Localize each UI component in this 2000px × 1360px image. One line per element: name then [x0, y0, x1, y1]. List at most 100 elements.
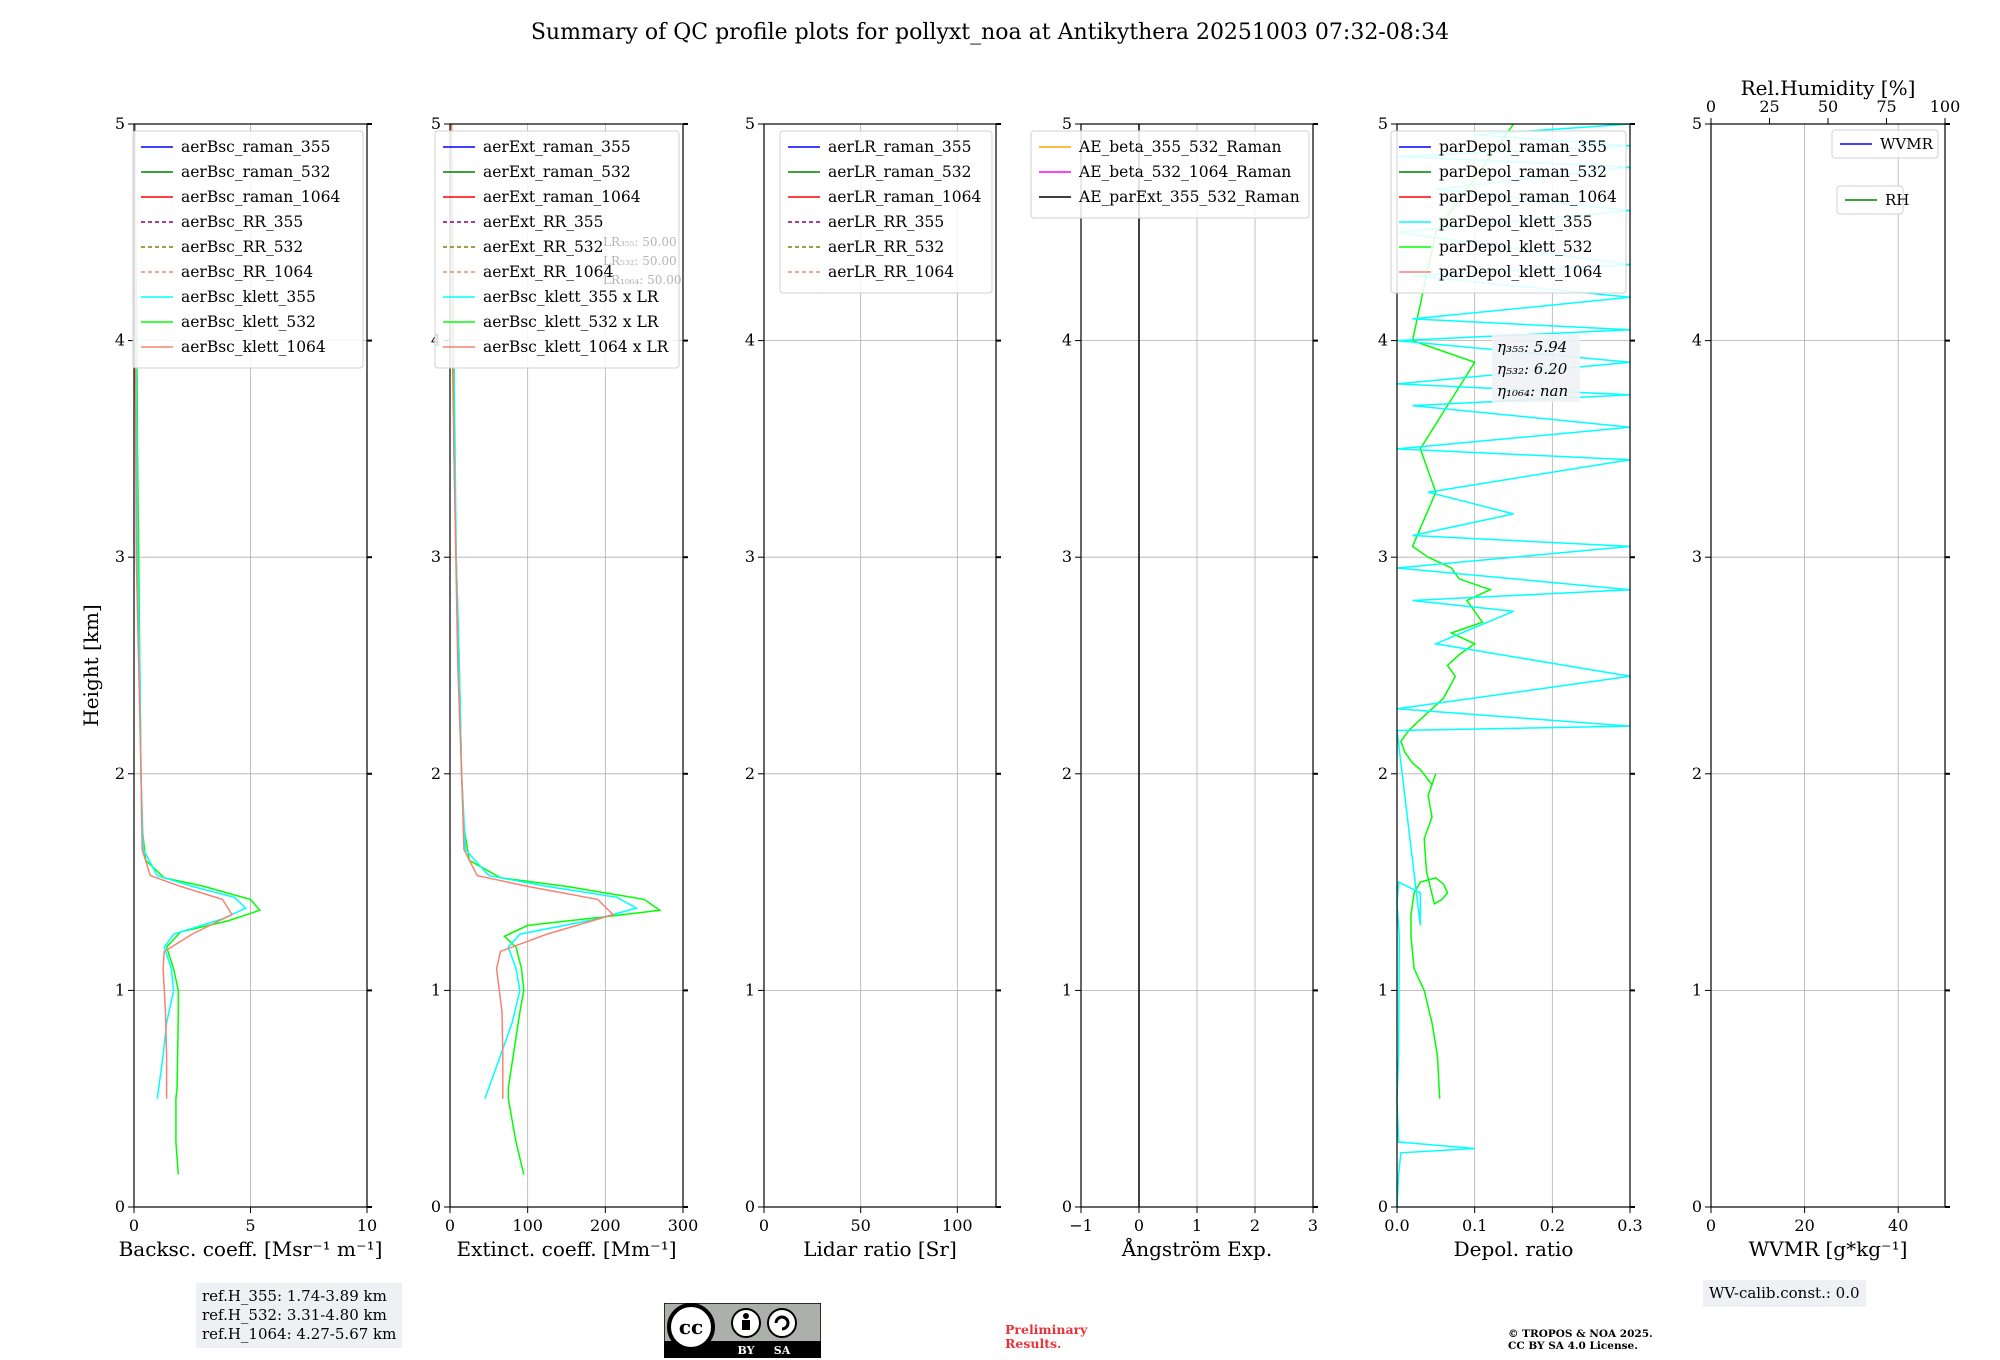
y-tick-label: 2 [1062, 764, 1072, 783]
lr-label: LR₅₃₂: 50.00 [603, 254, 677, 268]
y-tick-label: 1 [745, 980, 755, 999]
legend-label: AE_beta_532_1064_Raman [1078, 163, 1291, 181]
ref-height-355: ref.H_355: 1.74-3.89 km [202, 1287, 387, 1305]
y-tick-label: 1 [1692, 980, 1702, 999]
y-tick-label: 5 [115, 114, 125, 133]
x-tick-label: 0.2 [1540, 1216, 1565, 1235]
legend-label: aerExt_RR_532 [483, 238, 604, 256]
x-tick-label: 1 [1192, 1216, 1202, 1235]
series-aerBsc_klett_1064 x LR [450, 123, 615, 1099]
cc-by-text: BY [738, 1344, 755, 1357]
y-tick-label: 2 [115, 764, 125, 783]
eta-box [1492, 334, 1580, 402]
legend-box [779, 130, 993, 294]
x-axis-label: Backsc. coeff. [Msr⁻¹ m⁻¹] [119, 1237, 383, 1261]
x-axis-label: Depol. ratio [1454, 1237, 1574, 1261]
x-tick-label: 0.0 [1384, 1216, 1409, 1235]
legend-label: aerBsc_RR_355 [181, 213, 303, 231]
wv-calib-box: WV-calib.const.: 0.0 [1703, 1280, 1866, 1307]
x-tick-label: 200 [590, 1216, 621, 1235]
legend-label: aerBsc_klett_532 [181, 313, 316, 331]
y-tick-label: 4 [745, 331, 755, 350]
legend: AE_beta_355_532_Raman AE_beta_532_1064_Ra… [1030, 130, 1310, 219]
plot-frame [763, 123, 997, 1208]
y-tick-label: 3 [745, 547, 755, 566]
y-tick-label: 2 [745, 764, 755, 783]
legend-label: parDepol_raman_1064 [1439, 188, 1617, 206]
top-x-tick-label: 0 [1706, 97, 1716, 116]
y-tick-label: 4 [1692, 331, 1702, 350]
ref-height-1064: ref.H_1064: 4.27-5.67 km [202, 1325, 397, 1343]
legend-label: aerBsc_RR_532 [181, 238, 303, 256]
legend-label: aerExt_RR_355 [483, 213, 604, 231]
legend-label: aerBsc_klett_355 x LR [483, 288, 660, 306]
eta-label: η₃₅₅: 5.94 [1497, 338, 1567, 356]
copyright-line-1: © TROPOS & NOA 2025. [1508, 1328, 1653, 1340]
legend-label: aerLR_RR_1064 [828, 263, 954, 281]
x-tick-label: 100 [942, 1216, 973, 1235]
x-tick-label: 0 [445, 1216, 455, 1235]
series-aerBsc_klett_355 x LR [450, 123, 639, 1099]
x-tick-label: 40 [1888, 1216, 1908, 1235]
panel-3: 0 50 100 0 1 2 3 4 5 Lidar ratio [Sr] aerLR_raman_… [745, 114, 1001, 1261]
lr-label: LR₁₀₆₄: 50.00 [603, 273, 681, 287]
plot-frame [1396, 123, 1631, 1208]
svg-text:cc: cc [679, 1315, 703, 1339]
plot-frame [449, 123, 684, 1208]
legend-label: aerLR_RR_532 [828, 238, 944, 256]
x-tick-label: 300 [668, 1216, 699, 1235]
legend-box [434, 130, 680, 369]
legend-label: WVMR [1880, 135, 1934, 153]
legend-box [132, 130, 364, 369]
top-axis-label: Rel.Humidity [%] [1741, 76, 1916, 100]
legend-label: AE_parExt_355_532_Raman [1078, 188, 1300, 206]
y-tick-label: 0 [115, 1197, 125, 1216]
legend-label: parDepol_klett_532 [1439, 238, 1592, 256]
y-tick-label: 3 [1062, 547, 1072, 566]
panel-5: 0.0 0.1 0.2 0.3 0 1 2 3 4 5 Depol. ratio parDepol_r… [1378, 114, 1643, 1261]
y-tick-label: 0 [1378, 1197, 1388, 1216]
cc-by-sa-logo: cc BY SA [664, 1303, 821, 1358]
legend-label: aerExt_RR_1064 [483, 263, 614, 281]
y-tick-label: 2 [1378, 764, 1388, 783]
y-tick-label: 5 [1692, 114, 1702, 133]
top-x-tick-label: 50 [1818, 97, 1838, 116]
series-aerBsc_klett_1064 [133, 123, 233, 1099]
legend-label: aerExt_raman_532 [483, 163, 631, 181]
panel-1: 0 5 10 0 1 2 3 4 5 Backsc. coeff. [Msr⁻¹ m⁻¹] Heig… [79, 114, 382, 1261]
y-tick-label: 0 [431, 1197, 441, 1216]
x-tick-label: 0 [1706, 1216, 1716, 1235]
y-tick-label: 1 [431, 980, 441, 999]
ref-height-532: ref.H_532: 3.31-4.80 km [202, 1306, 387, 1324]
x-tick-label: 20 [1794, 1216, 1814, 1235]
series-aerBsc_klett_355 [134, 123, 248, 1099]
y-tick-label: 5 [1378, 114, 1388, 133]
copyright-line-2: CC BY SA 4.0 License. [1508, 1340, 1638, 1352]
x-tick-label: 0.3 [1617, 1216, 1642, 1235]
ref-heights-box: ref.H_355: 1.74-3.89 km ref.H_532: 3.31-… [196, 1283, 403, 1348]
legend-RH: RH [1836, 185, 1909, 215]
top-x-tick-label: 25 [1759, 97, 1779, 116]
legend-label: aerLR_RR_355 [828, 213, 944, 231]
legend-box [1030, 130, 1310, 219]
y-tick-label: 4 [1378, 331, 1388, 350]
x-axis-label: Lidar ratio [Sr] [803, 1237, 957, 1261]
copyright-note: © TROPOS & NOA 2025. CC BY SA 4.0 Licens… [1508, 1328, 1653, 1352]
legend-label: aerBsc_raman_355 [181, 138, 331, 156]
legend: parDepol_raman_355 parDepol_raman_532 parD… [1390, 130, 1627, 294]
y-tick-label: 3 [431, 547, 441, 566]
legend-box [1390, 130, 1627, 294]
x-tick-label: −1 [1069, 1216, 1093, 1235]
legend-label: aerBsc_klett_1064 x LR [483, 338, 670, 356]
plot-frame [1710, 123, 1946, 1208]
legend: aerBsc_raman_355 aerBsc_raman_532 aerBsc_r… [132, 130, 364, 369]
y-tick-label: 3 [115, 547, 125, 566]
x-tick-label: 0 [1134, 1216, 1144, 1235]
legend-label: aerBsc_klett_355 [181, 288, 316, 306]
legend-label: parDepol_klett_1064 [1439, 263, 1602, 281]
y-tick-label: 4 [1062, 331, 1072, 350]
legend-label: parDepol_raman_355 [1439, 138, 1607, 156]
x-tick-label: 0.1 [1462, 1216, 1487, 1235]
